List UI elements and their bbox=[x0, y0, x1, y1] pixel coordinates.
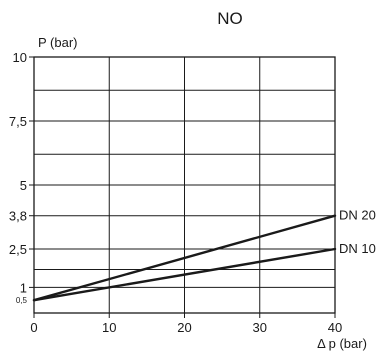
series-label-dn-20: DN 20 bbox=[339, 208, 376, 223]
chart-title: NO bbox=[217, 9, 243, 28]
y-tick-label-1: 1 bbox=[20, 280, 27, 295]
series-line-dn-10 bbox=[32, 247, 337, 302]
y-axis-label: P (bar) bbox=[38, 35, 78, 50]
y-tick-label-3: 3,8 bbox=[9, 209, 27, 224]
x-tick-label-2: 20 bbox=[177, 320, 191, 335]
series-line-dn-20 bbox=[32, 214, 337, 302]
y-tick-label-6: 10 bbox=[13, 50, 27, 65]
x-tick-label-0: 0 bbox=[30, 320, 37, 335]
x-tick-label-3: 30 bbox=[253, 320, 267, 335]
x-tick-label-4: 40 bbox=[328, 320, 342, 335]
y-tick-label-2: 2,5 bbox=[9, 242, 27, 257]
grid bbox=[34, 57, 335, 313]
x-axis-label: Δ p (bar) bbox=[317, 336, 367, 351]
y-tick-label-5: 7,5 bbox=[9, 114, 27, 129]
y-tick-label-0: 0,5 bbox=[16, 296, 28, 305]
ticks: 0 10 20 30 40 0,51 2,5 3,8 5 7,5 10 bbox=[9, 50, 342, 335]
series: DN 20 DN 10 bbox=[32, 208, 376, 302]
series-label-dn-10: DN 10 bbox=[339, 241, 376, 256]
x-tick-label-1: 10 bbox=[102, 320, 116, 335]
y-tick-label-4: 5 bbox=[20, 178, 27, 193]
